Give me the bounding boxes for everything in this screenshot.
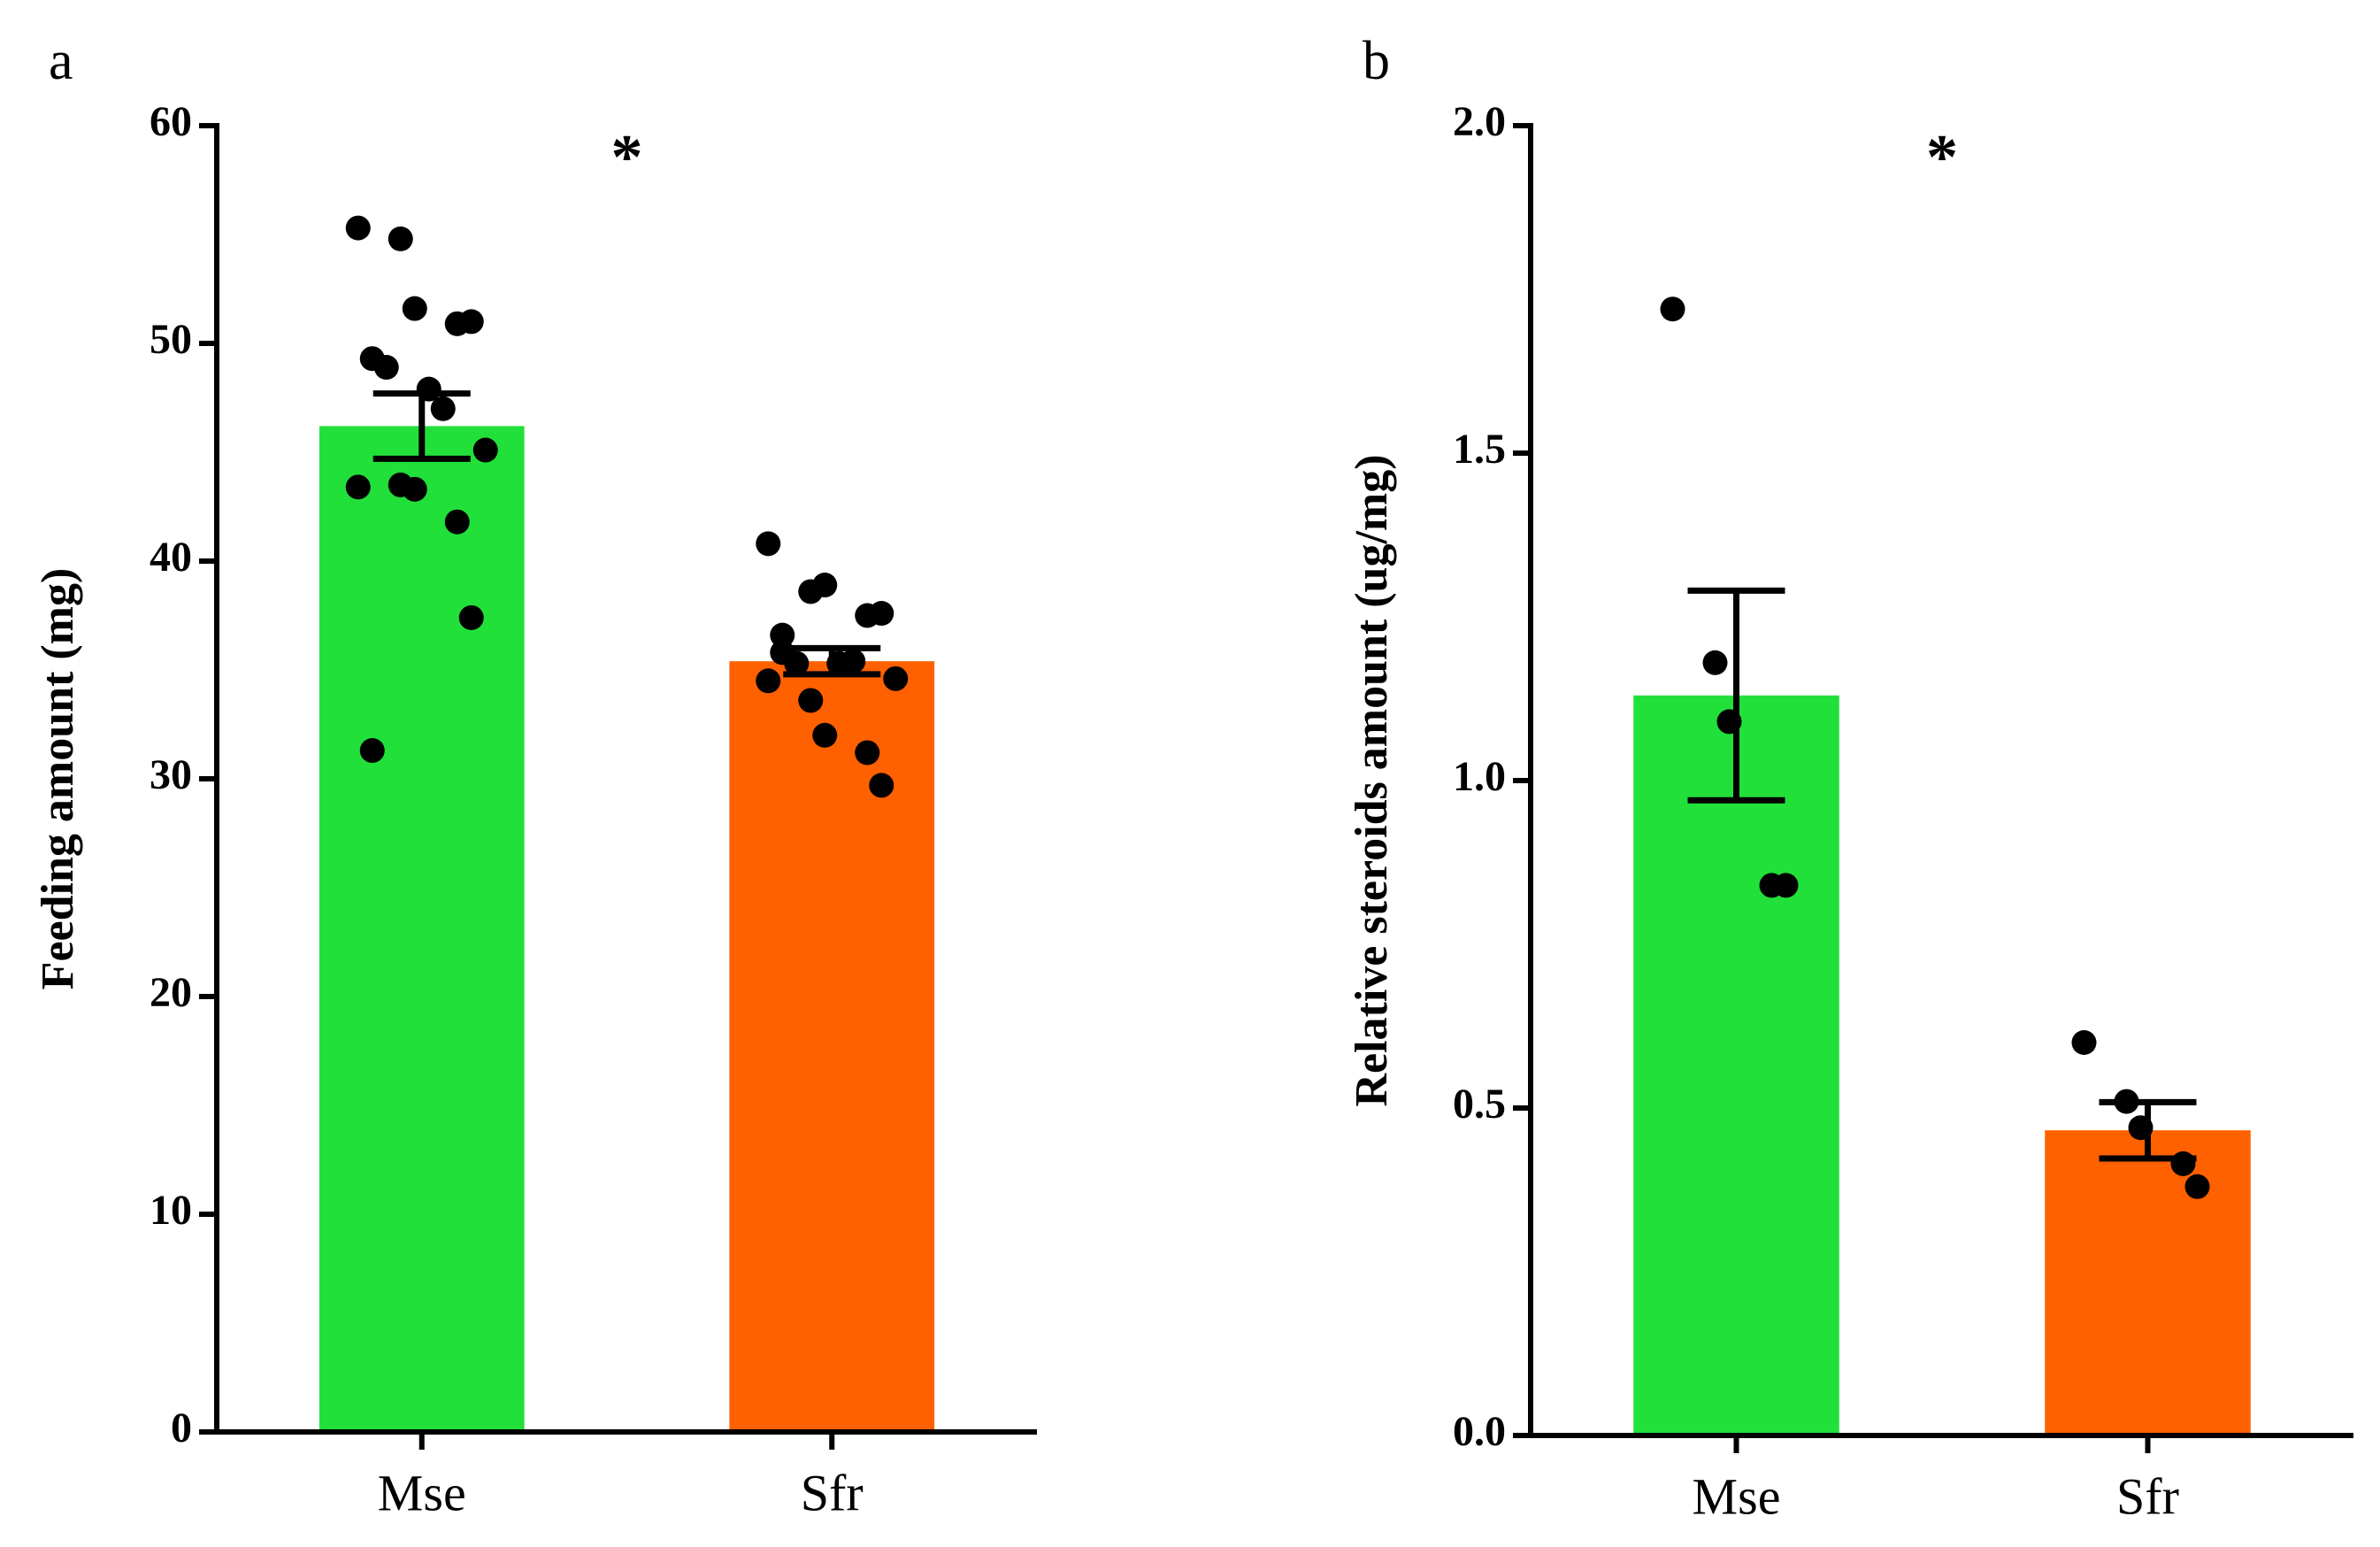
data-point (770, 640, 795, 666)
y-tick-label: 60 (150, 98, 192, 145)
data-point (402, 296, 427, 321)
data-point (458, 604, 484, 630)
data-point (855, 740, 880, 766)
y-tick-label: 0.5 (1453, 1081, 1506, 1128)
significance-mark: * (1926, 122, 1958, 193)
y-tick-label: 30 (150, 751, 192, 798)
data-point (770, 622, 795, 648)
error-bar (2099, 1098, 2197, 1162)
data-point (2170, 1151, 2196, 1176)
data-point (430, 396, 456, 421)
data-point (756, 531, 781, 557)
data-point (472, 437, 498, 463)
bar (729, 661, 935, 1432)
data-point (883, 666, 909, 691)
data-point (359, 738, 385, 764)
data-point (402, 476, 427, 502)
data-point (345, 215, 371, 241)
bar (319, 426, 525, 1433)
data-point (444, 509, 470, 535)
x-tick-label: Sfr (801, 1464, 864, 1521)
data-point (756, 668, 781, 694)
data-point (869, 601, 894, 627)
error-bar (783, 644, 881, 678)
panel-label: a (49, 31, 73, 91)
data-point (1702, 650, 1728, 675)
y-tick-label: 2.0 (1453, 98, 1506, 145)
y-tick-label: 50 (150, 316, 192, 363)
data-point (373, 355, 399, 381)
y-tick-label: 40 (150, 534, 192, 581)
error-bar (372, 390, 471, 462)
data-point (388, 226, 413, 251)
y-tick-label: 0.0 (1453, 1408, 1506, 1455)
y-axis-label: Relative steroids amount (ug/mg) (1347, 454, 1397, 1106)
bar (1633, 695, 1839, 1435)
data-point (869, 773, 894, 798)
data-point (812, 573, 838, 598)
bar (2045, 1130, 2251, 1435)
x-tick-label: Mse (1693, 1467, 1781, 1525)
y-tick-label: 10 (150, 1187, 192, 1234)
significance-mark: * (611, 122, 643, 193)
data-point (812, 722, 838, 748)
data-point (1660, 296, 1685, 322)
x-tick-label: Mse (378, 1464, 466, 1521)
data-point (345, 474, 371, 500)
data-point (1773, 873, 1799, 898)
data-point (458, 309, 484, 335)
data-point (798, 688, 824, 713)
y-tick-label: 0 (171, 1405, 192, 1451)
data-point (2071, 1030, 2097, 1055)
panel-label: b (1363, 31, 1390, 91)
y-tick-label: 1.0 (1453, 753, 1506, 800)
data-point (841, 649, 866, 674)
data-point (2184, 1174, 2210, 1199)
error-bar (1687, 587, 1785, 804)
y-axis-label: Feeding amount (mg) (33, 568, 83, 990)
x-tick-label: Sfr (2116, 1467, 2179, 1525)
y-tick-label: 1.5 (1453, 426, 1506, 473)
y-tick-label: 20 (150, 969, 192, 1016)
